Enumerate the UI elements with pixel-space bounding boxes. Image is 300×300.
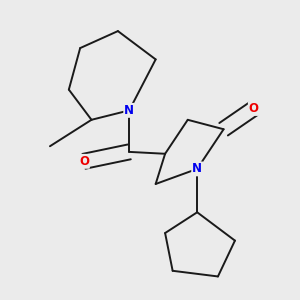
Text: O: O <box>249 102 259 115</box>
Text: N: N <box>124 104 134 117</box>
Text: N: N <box>192 162 202 176</box>
Text: O: O <box>79 155 89 168</box>
